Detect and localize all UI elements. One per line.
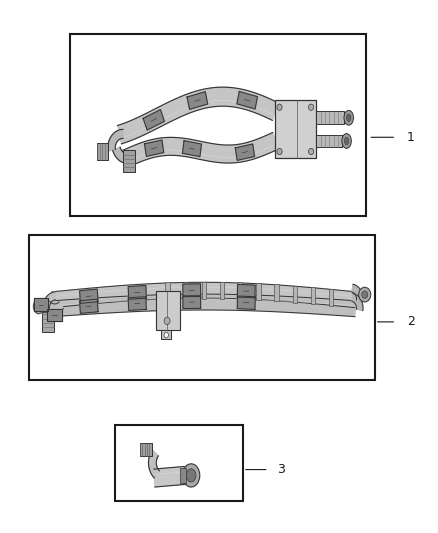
Polygon shape: [80, 289, 98, 303]
Polygon shape: [108, 130, 123, 151]
Text: 2: 2: [407, 316, 415, 328]
Bar: [123, 150, 135, 172]
Circle shape: [308, 148, 314, 155]
Ellipse shape: [346, 114, 351, 122]
Bar: [311, 287, 315, 304]
Bar: [316, 111, 344, 124]
Bar: [184, 282, 188, 299]
Bar: [180, 467, 186, 483]
Polygon shape: [113, 147, 134, 164]
Bar: [161, 330, 171, 340]
Polygon shape: [128, 286, 146, 300]
Bar: [220, 282, 224, 299]
Polygon shape: [187, 92, 208, 109]
Polygon shape: [44, 301, 64, 312]
Bar: [42, 312, 54, 333]
Bar: [275, 100, 316, 158]
Bar: [238, 282, 242, 300]
Bar: [156, 291, 180, 330]
Ellipse shape: [187, 469, 196, 482]
Polygon shape: [121, 133, 278, 168]
Polygon shape: [154, 466, 185, 487]
Ellipse shape: [359, 287, 371, 302]
Polygon shape: [43, 292, 55, 309]
Polygon shape: [352, 294, 363, 311]
Polygon shape: [117, 87, 278, 144]
Bar: [202, 282, 206, 298]
Bar: [140, 443, 152, 456]
Circle shape: [277, 148, 282, 155]
Polygon shape: [352, 284, 363, 301]
Ellipse shape: [344, 138, 349, 144]
Ellipse shape: [342, 134, 351, 148]
Circle shape: [308, 104, 314, 110]
Text: 3: 3: [277, 463, 285, 476]
Bar: [293, 286, 297, 303]
Bar: [329, 289, 333, 306]
Ellipse shape: [33, 299, 44, 314]
Polygon shape: [52, 294, 356, 317]
Polygon shape: [143, 110, 164, 130]
Polygon shape: [148, 450, 159, 478]
Polygon shape: [237, 92, 258, 109]
Circle shape: [164, 333, 168, 338]
Ellipse shape: [183, 464, 200, 487]
Bar: [97, 143, 108, 160]
Polygon shape: [235, 144, 254, 160]
Ellipse shape: [362, 291, 368, 298]
Ellipse shape: [344, 110, 353, 125]
Polygon shape: [80, 299, 98, 313]
Bar: [166, 282, 170, 300]
Polygon shape: [145, 140, 164, 156]
Bar: [316, 135, 342, 147]
Polygon shape: [47, 309, 63, 321]
Bar: [70, 35, 366, 216]
Bar: [256, 283, 261, 300]
Polygon shape: [183, 284, 201, 297]
Circle shape: [277, 104, 282, 110]
Polygon shape: [183, 141, 201, 157]
Circle shape: [164, 317, 170, 325]
Bar: [115, 425, 243, 501]
Bar: [274, 285, 279, 301]
Bar: [29, 235, 374, 380]
Polygon shape: [128, 297, 146, 310]
Polygon shape: [52, 282, 356, 308]
Polygon shape: [237, 296, 255, 309]
Polygon shape: [183, 296, 201, 309]
Text: 1: 1: [407, 131, 415, 144]
Polygon shape: [34, 298, 48, 311]
Polygon shape: [237, 285, 255, 298]
